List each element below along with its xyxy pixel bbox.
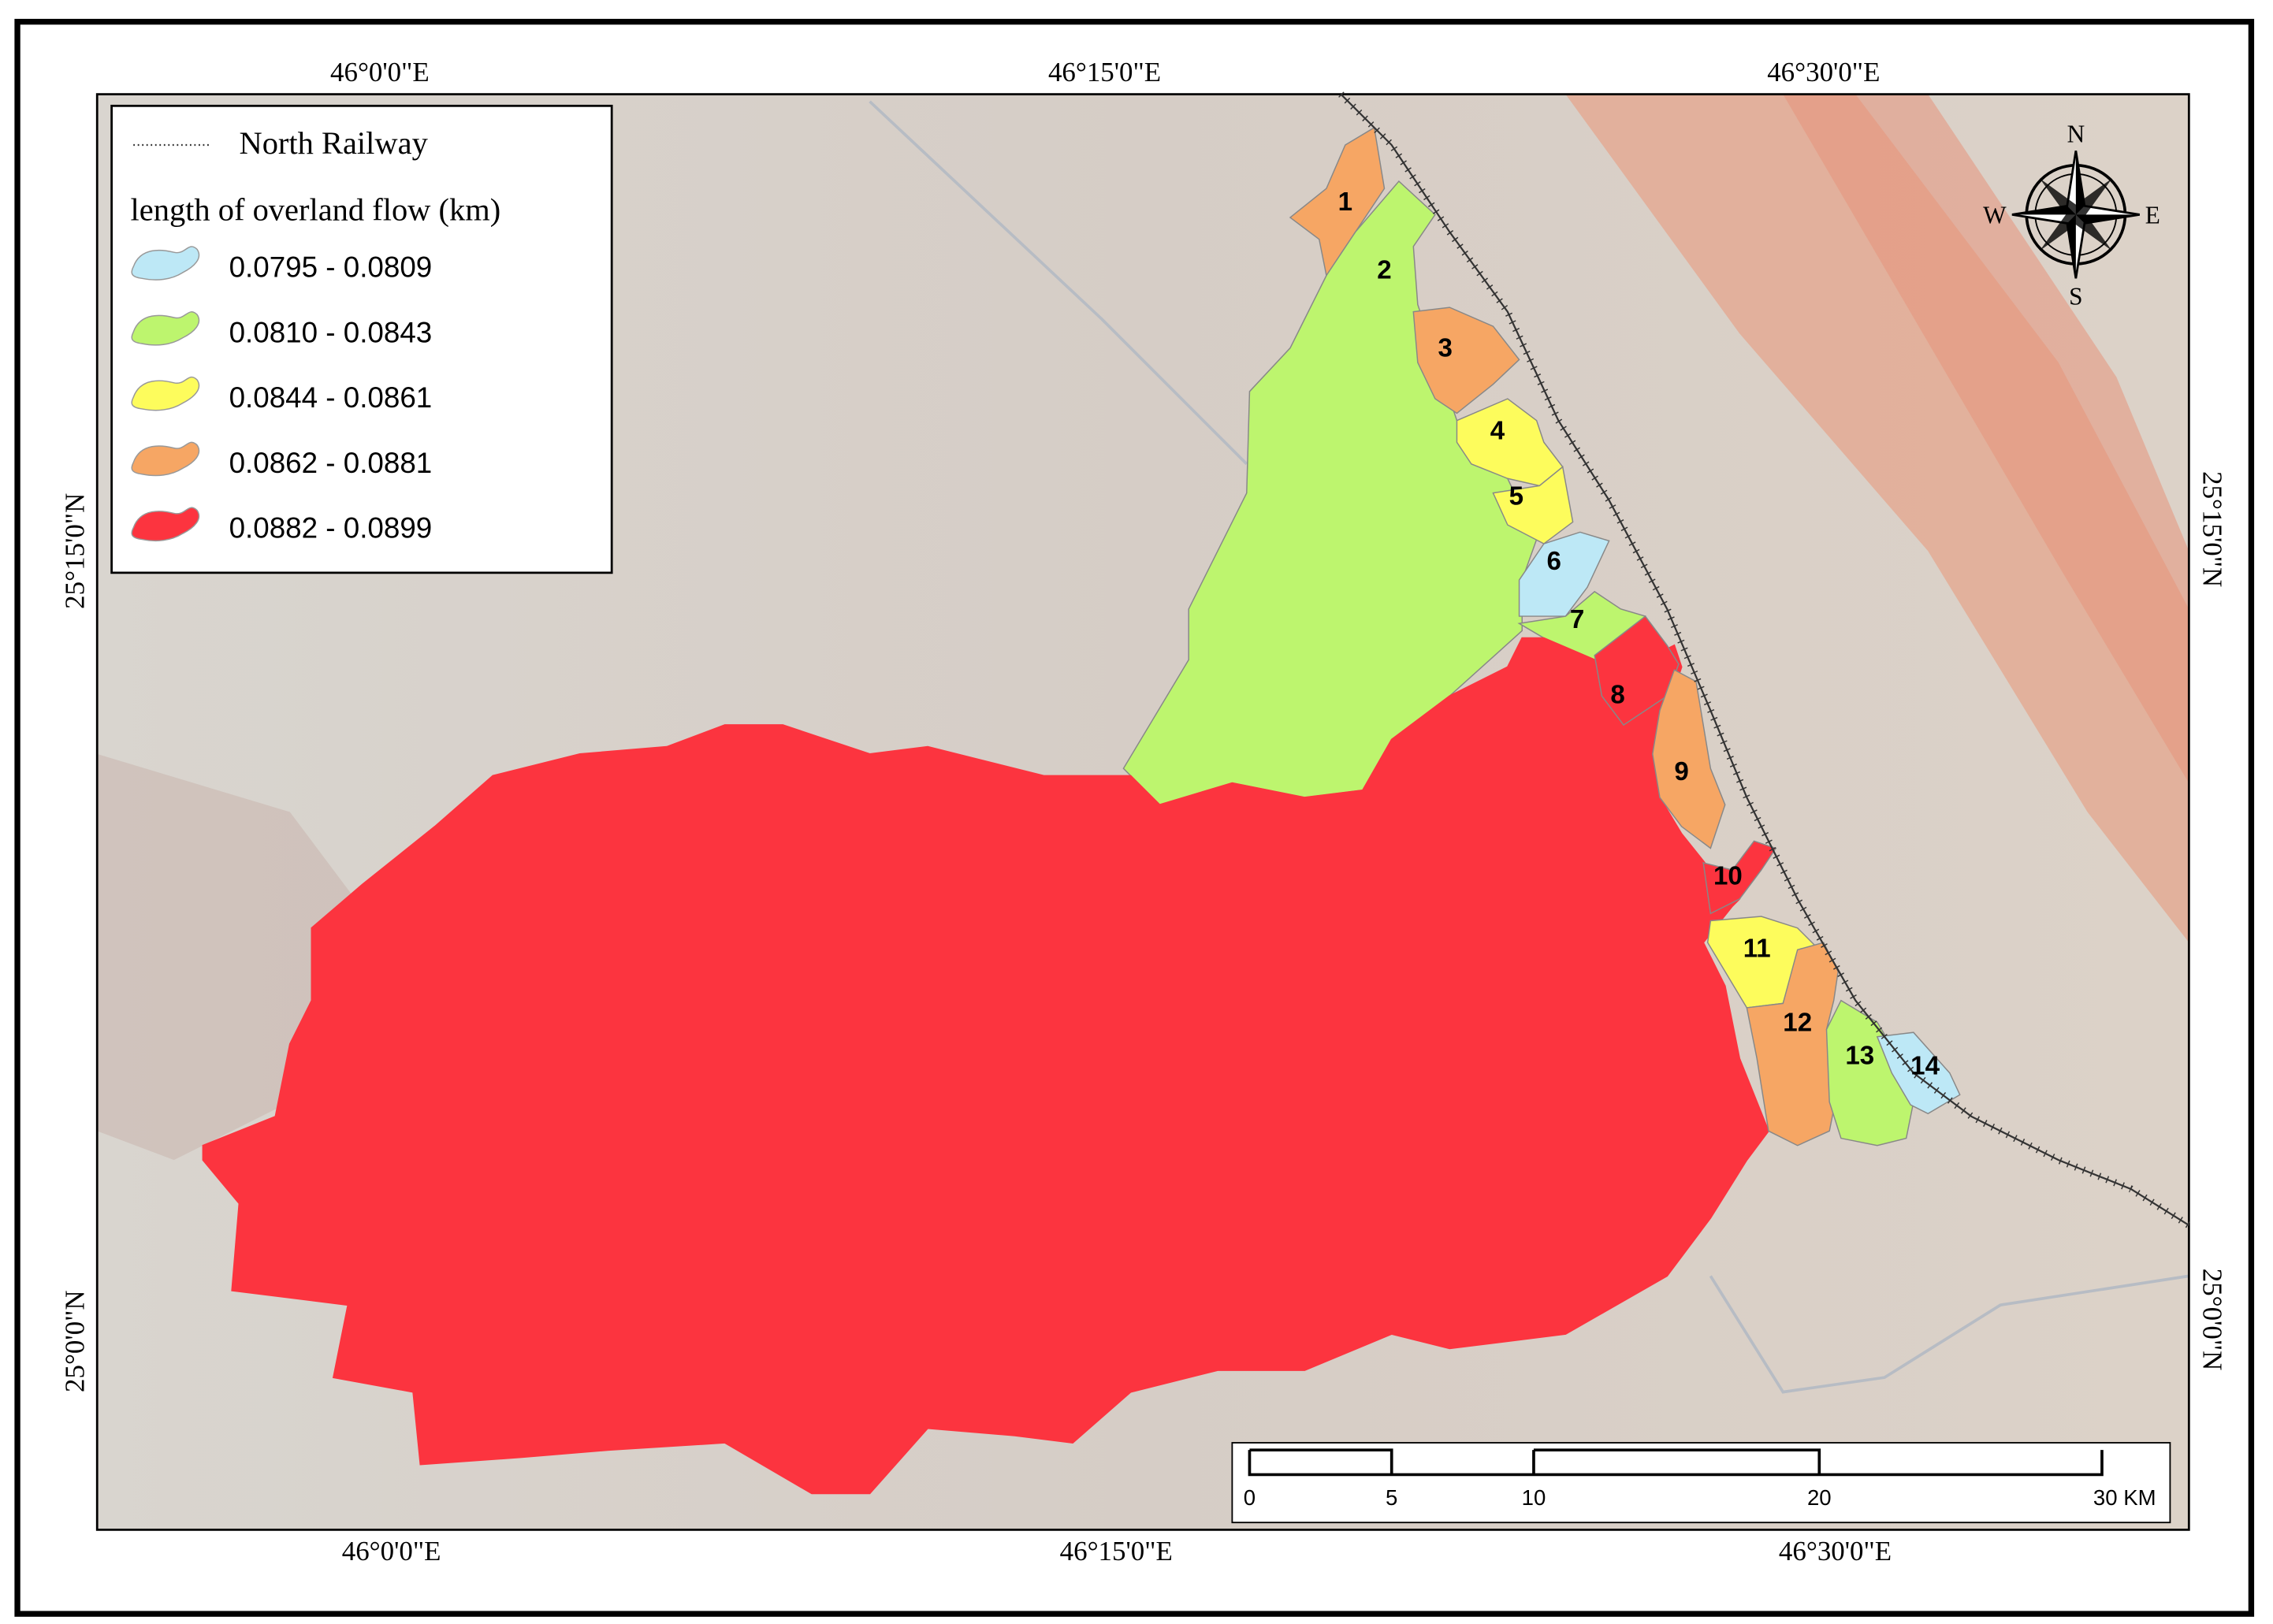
basin-label: 8 bbox=[1610, 680, 1624, 709]
basin-label: 11 bbox=[1743, 935, 1771, 964]
map-frame bbox=[95, 93, 2190, 1531]
graticule-top: 46°0'0"E bbox=[330, 57, 430, 87]
basin-label: 9 bbox=[1674, 757, 1688, 786]
legend-label: 0.0810 - 0.0843 bbox=[229, 316, 433, 348]
basin-label: 13 bbox=[1845, 1042, 1874, 1071]
scale-bar-label: 30 KM bbox=[2093, 1485, 2156, 1510]
basin-shape bbox=[1825, 999, 1914, 1146]
graticule-right: 25°15'0"N bbox=[2197, 471, 2228, 587]
basin-label: 7 bbox=[1570, 605, 1584, 634]
scale-bar: 0 5 10 20 30 KM bbox=[1231, 1442, 2171, 1524]
legend-railway-label: North Railway bbox=[239, 125, 428, 161]
legend-swatch bbox=[131, 246, 200, 281]
basin-label: 10 bbox=[1713, 862, 1743, 891]
legend-swatch bbox=[131, 311, 200, 346]
basin-label: 2 bbox=[1377, 255, 1391, 284]
graticule-bottom: 46°0'0"E bbox=[342, 1536, 441, 1566]
graticule-left: 25°0'0"N bbox=[60, 1290, 91, 1392]
sand-band bbox=[1783, 94, 2189, 783]
legend-label: 0.0862 - 0.0881 bbox=[229, 447, 433, 479]
basin-shape bbox=[1289, 126, 1386, 277]
legend-box bbox=[110, 104, 613, 574]
basin-label: 4 bbox=[1490, 417, 1505, 446]
graticule-top: 46°30'0"E bbox=[1767, 57, 1880, 87]
legend-swatch bbox=[131, 507, 200, 541]
graticule-left: 25°15'0"N bbox=[60, 493, 91, 609]
basin-shape bbox=[1652, 669, 1726, 849]
graticule-right: 25°0'0"N bbox=[2197, 1269, 2228, 1371]
basin-label: 14 bbox=[1910, 1052, 1940, 1081]
graticule-bottom: 46°30'0"E bbox=[1779, 1536, 1892, 1566]
compass-w: W bbox=[1983, 201, 2007, 229]
basin-label: 5 bbox=[1509, 481, 1523, 511]
compass-n: N bbox=[2067, 120, 2085, 147]
scale-bar-box bbox=[1231, 1442, 2171, 1524]
railway-ticks bbox=[1338, 91, 2191, 1228]
scale-bar-label: 10 bbox=[1522, 1485, 1546, 1510]
graticule-top: 46°15'0"E bbox=[1048, 57, 1161, 87]
legend-label: 0.0882 - 0.0899 bbox=[229, 512, 433, 544]
road bbox=[1709, 1274, 2189, 1394]
basin-label: 6 bbox=[1547, 547, 1561, 576]
scale-bar-label: 0 bbox=[1244, 1485, 1256, 1510]
legend-swatch bbox=[131, 441, 200, 477]
graticule-bottom: 46°15'0"E bbox=[1060, 1536, 1173, 1566]
road bbox=[869, 100, 1248, 466]
basins bbox=[202, 126, 1961, 1495]
scale-bar-label: 5 bbox=[1386, 1485, 1397, 1510]
basin-shape bbox=[1492, 466, 1574, 544]
basin-shape bbox=[1702, 840, 1777, 915]
legend-swatch bbox=[131, 376, 200, 411]
basin-label: 1 bbox=[1338, 188, 1352, 217]
legend-label: 0.0795 - 0.0809 bbox=[229, 251, 433, 283]
legend-label: 0.0844 - 0.0861 bbox=[229, 381, 433, 414]
legend-title: length of overland flow (km) bbox=[131, 192, 501, 228]
basin-shape bbox=[1518, 531, 1610, 617]
compass-e: E bbox=[2145, 201, 2160, 229]
legend: North Railway length of overland flow (k… bbox=[110, 104, 613, 574]
compass-s: S bbox=[2069, 282, 2082, 310]
north-arrow: N S E W bbox=[1983, 120, 2160, 310]
sand-band bbox=[1565, 94, 2189, 943]
basin-shape bbox=[1412, 307, 1520, 414]
basin-label: 12 bbox=[1783, 1008, 1812, 1037]
basin-label: 3 bbox=[1438, 334, 1453, 363]
scale-bar-label: 20 bbox=[1807, 1485, 1832, 1510]
